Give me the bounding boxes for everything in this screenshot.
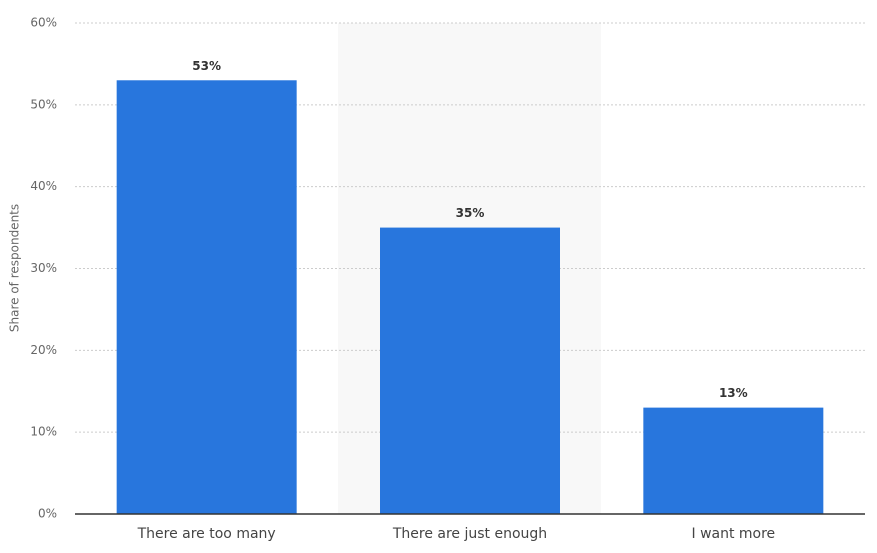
y-tick-label: 0% bbox=[38, 507, 57, 521]
x-tick-label: I want more bbox=[691, 526, 775, 542]
value-label: 13% bbox=[719, 386, 748, 400]
y-tick-label: 10% bbox=[30, 425, 57, 439]
y-tick-label: 50% bbox=[30, 97, 57, 111]
y-tick-label: 20% bbox=[30, 343, 57, 357]
bar bbox=[643, 407, 824, 514]
y-tick-label: 30% bbox=[30, 261, 57, 275]
y-tick-label: 40% bbox=[30, 179, 57, 193]
bar bbox=[380, 227, 560, 515]
x-tick-label: There are too many bbox=[137, 526, 276, 542]
value-label: 35% bbox=[456, 206, 485, 220]
y-tick-label: 60% bbox=[30, 16, 57, 30]
x-tick-label: There are just enough bbox=[392, 526, 547, 542]
y-axis-label: Share of respondents bbox=[8, 204, 22, 332]
value-label: 53% bbox=[192, 59, 221, 73]
bar bbox=[116, 80, 297, 515]
